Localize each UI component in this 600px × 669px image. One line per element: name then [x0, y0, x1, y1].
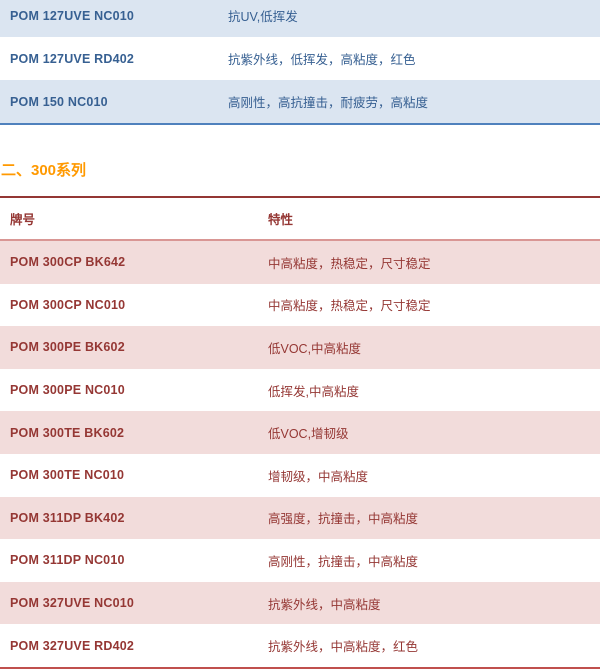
features-cell: 高刚性，抗撞击，中高粘度 — [268, 554, 419, 569]
column-header-features: 特性 — [258, 197, 600, 241]
grade-cell: POM 150 NC010 — [10, 94, 108, 109]
table-row: POM 300CP NC010 中高粘度，热稳定，尺寸稳定 — [0, 284, 600, 327]
features-cell: 抗紫外线，低挥发，高粘度，红色 — [228, 53, 416, 67]
features-cell: 中高粘度，热稳定，尺寸稳定 — [268, 299, 431, 314]
table-row: POM 127UVE NC010 抗UV,低挥发 — [0, 0, 600, 37]
features-cell: 低VOC,增韧级 — [268, 427, 349, 442]
table-row: POM 300PE NC010 低挥发,中高粘度 — [0, 369, 600, 412]
table-row: POM 300TE BK602 低VOC,增韧级 — [0, 411, 600, 454]
series-300-table: 牌号 特性 POM 300CP BK642 中高粘度，热稳定，尺寸稳定 POM … — [0, 196, 600, 669]
table-row: POM 311DP NC010 高刚性，抗撞击，中高粘度 — [0, 539, 600, 582]
grade-cell: POM 300PE BK602 — [10, 340, 125, 355]
table-row: POM 127UVE RD402 抗紫外线，低挥发，高粘度，红色 — [0, 37, 600, 80]
grade-cell: POM 300CP BK642 — [10, 255, 126, 270]
features-cell: 高刚性，高抗撞击，耐疲劳，高粘度 — [228, 96, 429, 110]
grade-cell: POM 311DP BK402 — [10, 510, 125, 525]
grade-cell: POM 300CP NC010 — [10, 297, 126, 312]
table-header-row: 牌号 特性 — [0, 197, 600, 241]
features-cell: 高强度，抗撞击，中高粘度 — [268, 512, 419, 527]
features-cell: 中高粘度，热稳定，尺寸稳定 — [268, 256, 431, 271]
section-heading-300-series: 二、300系列 — [1, 162, 87, 179]
features-cell: 增韧级，中高粘度 — [268, 469, 369, 484]
grade-cell: POM 327UVE NC010 — [10, 596, 135, 611]
features-cell: 抗UV,低挥发 — [228, 10, 298, 24]
table-row: POM 300TE NC010 增韧级，中高粘度 — [0, 454, 600, 497]
table-row: POM 300PE BK602 低VOC,中高粘度 — [0, 326, 600, 369]
table-row: POM 311DP BK402 高强度，抗撞击，中高粘度 — [0, 496, 600, 540]
features-cell: 抗紫外线，中高粘度 — [268, 597, 381, 612]
column-header-grade: 牌号 — [0, 197, 258, 241]
table-row: POM 150 NC010 高刚性，高抗撞击，耐疲劳，高粘度 — [0, 80, 600, 124]
grade-cell: POM 311DP NC010 — [10, 553, 125, 568]
features-cell: 低VOC,中高粘度 — [268, 341, 362, 356]
table-row: POM 327UVE RD402 抗紫外线，中高粘度，红色 — [0, 624, 600, 668]
table-row: POM 327UVE NC010 抗紫外线，中高粘度 — [0, 581, 600, 625]
grade-cell: POM 127UVE RD402 — [10, 51, 135, 66]
grade-cell: POM 300TE NC010 — [10, 468, 125, 483]
grade-cell: POM 300PE NC010 — [10, 383, 125, 398]
features-cell: 低挥发,中高粘度 — [268, 384, 359, 399]
grade-cell: POM 300TE BK602 — [10, 425, 125, 440]
features-cell: 抗紫外线，中高粘度，红色 — [268, 640, 419, 655]
grade-cell: POM 127UVE NC010 — [10, 8, 135, 23]
series-100-table: POM 127UVE NC010 抗UV,低挥发 POM 127UVE RD40… — [0, 0, 600, 125]
grade-cell: POM 327UVE RD402 — [10, 638, 135, 653]
table-row: POM 300CP BK642 中高粘度，热稳定，尺寸稳定 — [0, 240, 600, 284]
